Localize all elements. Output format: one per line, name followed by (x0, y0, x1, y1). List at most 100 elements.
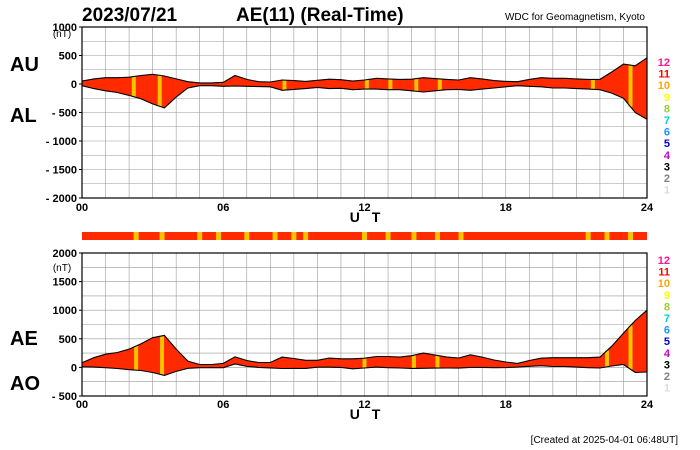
station-coverage-mark (362, 232, 367, 240)
au-al-chart: 1000 500 0 - 500 - 1000 - 1500 - 2000 00 06 12 18… (10, 22, 654, 225)
al-series-label: AL (10, 105, 37, 127)
legend-station-count: 4 (664, 150, 671, 162)
y-tick-label: 0 (71, 362, 77, 374)
station-coverage-mark (216, 232, 222, 240)
au-al-x-axis-label: U T (350, 209, 385, 225)
station-mark (362, 358, 367, 368)
au-al-y-ticks: 1000 500 0 - 500 - 1000 - 1500 - 2000 (46, 22, 82, 205)
ae-ao-area (81, 309, 648, 376)
legend-station-count: 12 (658, 57, 670, 69)
legend-station-count: 2 (664, 173, 670, 185)
legend-station-count: 5 (664, 336, 670, 348)
y-tick-label: - 2000 (46, 193, 77, 205)
au-series-label: AU (10, 54, 39, 76)
legend-station-count: 11 (658, 267, 670, 279)
y-tick-label: - 500 (52, 391, 77, 403)
station-mark (364, 79, 369, 90)
station-mark (134, 346, 139, 371)
station-mark (604, 350, 609, 367)
legend-station-count: 4 (664, 348, 671, 360)
legend-station-count: 2 (664, 371, 670, 383)
plot-title: AE(11) (Real-Time) (236, 5, 404, 26)
station-coverage-mark (303, 232, 309, 240)
ae-ao-plot-frame (81, 252, 648, 397)
station-mark (414, 78, 419, 92)
x-tick-label: 12 (358, 202, 370, 214)
station-mark (437, 78, 442, 91)
station-coverage-mark (434, 232, 440, 240)
station-coverage-mark (458, 232, 464, 240)
ae-ao-x-axis-label: U T (350, 406, 385, 422)
legend-station-count: 7 (664, 313, 670, 325)
station-coverage-mark (411, 232, 417, 240)
station-coverage-mark (197, 232, 203, 240)
x-tick-label: 06 (217, 202, 229, 214)
station-mark (131, 76, 136, 97)
legend-station-count: 3 (664, 359, 670, 371)
x-tick-label: 00 (76, 202, 88, 214)
legend-station-count: 7 (664, 115, 670, 127)
legend-station-count: 9 (664, 290, 670, 302)
legend-station-count: 8 (664, 103, 670, 115)
y-tick-label: 1500 (53, 277, 77, 289)
series-ao-line (81, 363, 648, 376)
y-tick-label: 500 (59, 51, 77, 63)
x-tick-label: 24 (641, 399, 654, 411)
series-ae-line (81, 309, 648, 366)
y-tick-label: 500 (59, 334, 77, 346)
legend-station-count: 1 (664, 185, 670, 197)
station-coverage-mark (272, 232, 278, 240)
station-mark (388, 78, 393, 90)
au-al-x-ticks: 00 06 12 18 24 (76, 202, 654, 214)
station-mark (590, 79, 595, 90)
ao-series-label: AO (10, 373, 40, 395)
y-tick-label: 0 (71, 79, 77, 91)
legend-station-count: 10 (658, 80, 670, 92)
au-al-unit-label: (nT) (53, 29, 71, 40)
legend-station-count: 6 (664, 127, 670, 139)
station-mark (411, 355, 416, 369)
series-au-line (81, 57, 648, 84)
y-tick-label: 1000 (53, 22, 77, 34)
ae-ao-y-ticks: 2000 1500 1000 500 0 - 500 (52, 248, 82, 403)
station-mark (628, 65, 633, 107)
station-coverage-mark (604, 232, 610, 240)
y-tick-label: - 500 (52, 108, 77, 120)
station-coverage-mark (244, 232, 250, 240)
ae-ao-chart: 2000 1500 1000 500 0 - 500 00 06 12 18 24 (nT) AE… (10, 248, 654, 422)
legend-station-count: 12 (658, 255, 670, 267)
legend-station-count: 5 (664, 138, 670, 150)
y-tick-label: 2000 (53, 248, 77, 260)
station-coverage-mark (628, 232, 634, 240)
station-coverage-mark (133, 232, 139, 240)
x-tick-label: 06 (217, 399, 229, 411)
au-al-area (81, 57, 648, 120)
legend-station-count: 6 (664, 325, 670, 337)
legend-station-count: 8 (664, 301, 670, 313)
created-timestamp: [Created at 2025-04-01 06:48UT] (531, 435, 679, 446)
station-mark (435, 355, 440, 369)
y-tick-label: - 1500 (46, 165, 77, 177)
legend-station-count: 3 (664, 161, 670, 173)
station-mark (282, 80, 287, 91)
station-coverage-mark (385, 232, 391, 240)
data-source: WDC for Geomagnetism, Kyoto (505, 12, 645, 23)
legend-station-count: 10 (658, 278, 670, 290)
y-tick-label: 1000 (53, 305, 77, 317)
station-coverage-mark (291, 232, 297, 240)
station-mark (628, 325, 633, 370)
x-tick-label: 12 (358, 399, 370, 411)
station-mark (160, 335, 165, 375)
legend-station-count: 11 (658, 69, 670, 81)
x-tick-label: 24 (641, 202, 654, 214)
ae-ao-unit-label: (nT) (53, 263, 71, 274)
ae-ao-x-ticks: 00 06 12 18 24 (76, 399, 654, 411)
station-coverage-mark (585, 232, 591, 240)
au-al-grid (82, 27, 647, 198)
plot-date: 2023/07/21 (82, 5, 178, 26)
station-mark (157, 75, 162, 107)
station-coverage-marks (133, 232, 634, 240)
